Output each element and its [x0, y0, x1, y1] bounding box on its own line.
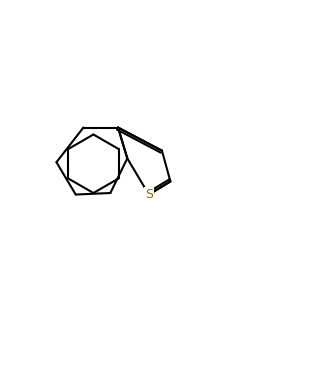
Text: S: S: [145, 188, 153, 201]
